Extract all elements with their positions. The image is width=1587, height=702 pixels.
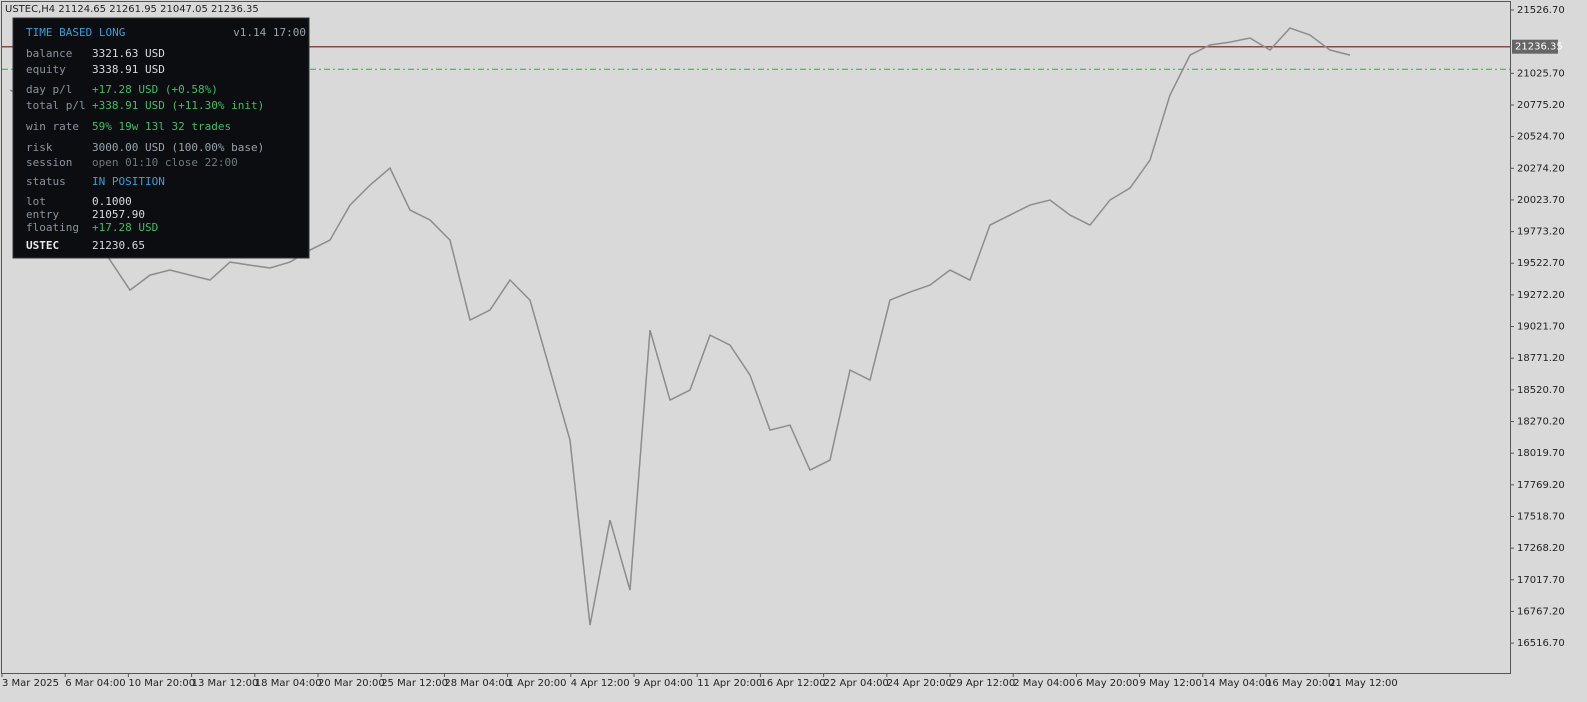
panel-label: entry bbox=[26, 208, 59, 221]
y-tick-label: 19773.20 bbox=[1517, 227, 1565, 238]
panel-version: v1.14 17:00 bbox=[233, 26, 306, 39]
y-tick-label: 18771.20 bbox=[1517, 353, 1565, 364]
panel-label: day p/l bbox=[26, 83, 72, 96]
x-tick-label: 13 Mar 12:00 bbox=[192, 678, 259, 689]
x-tick-label: 21 May 12:00 bbox=[1329, 678, 1398, 689]
y-tick-label: 17017.70 bbox=[1517, 575, 1565, 586]
y-tick-label: 17518.70 bbox=[1517, 511, 1565, 522]
y-tick-label: 18270.20 bbox=[1517, 417, 1565, 428]
info-panel: TIME BASED LONG v1.14 17:00 balance 3321.63… bbox=[12, 17, 310, 259]
panel-background bbox=[12, 17, 310, 259]
y-tick-label: 16767.20 bbox=[1517, 606, 1565, 617]
x-tick-label: 11 Apr 20:00 bbox=[697, 678, 762, 689]
y-tick-label: 20023.70 bbox=[1517, 195, 1565, 206]
price-line bbox=[9, 27, 1351, 626]
y-tick-label: 16516.70 bbox=[1517, 638, 1565, 649]
panel-label: equity bbox=[26, 63, 66, 76]
panel-value: 3338.91 USD bbox=[92, 63, 165, 76]
x-tick-label: 1 Apr 20:00 bbox=[508, 678, 567, 689]
panel-label: risk bbox=[26, 141, 53, 154]
panel-label: status bbox=[26, 175, 66, 188]
y-tick-label: 17268.20 bbox=[1517, 543, 1565, 554]
x-tick-label: 9 Apr 04:00 bbox=[634, 678, 693, 689]
panel-label: USTEC bbox=[26, 239, 59, 252]
x-tick-label: 14 May 04:00 bbox=[1203, 678, 1272, 689]
panel-label: total p/l bbox=[26, 99, 86, 112]
panel-value: 3000.00 USD (100.00% base) bbox=[92, 141, 264, 154]
panel-label: win rate bbox=[26, 120, 79, 133]
panel-value: open 01:10 close 22:00 bbox=[92, 156, 238, 169]
x-tick-label: 29 Apr 12:00 bbox=[950, 678, 1015, 689]
y-tick-label: 20524.70 bbox=[1517, 132, 1565, 143]
y-tick-label: 18520.70 bbox=[1517, 385, 1565, 396]
y-tick-label: 17769.20 bbox=[1517, 480, 1565, 491]
panel-label: session bbox=[26, 156, 72, 169]
x-tick-label: 24 Apr 20:00 bbox=[887, 678, 952, 689]
x-tick-label: 2 May 04:00 bbox=[1013, 678, 1075, 689]
panel-label: lot bbox=[26, 195, 46, 208]
x-tick-label: 10 Mar 20:00 bbox=[128, 678, 195, 689]
y-tick-label: 18019.70 bbox=[1517, 448, 1565, 459]
x-tick-label: 6 May 20:00 bbox=[1076, 678, 1138, 689]
x-tick-label: 18 Mar 04:00 bbox=[255, 678, 322, 689]
panel-label: floating bbox=[26, 221, 79, 234]
y-tick-label: 21526.70 bbox=[1517, 5, 1565, 16]
panel-value: +338.91 USD (+11.30% init) bbox=[92, 99, 264, 112]
plot-frame bbox=[1, 1, 1511, 674]
panel-label: balance bbox=[26, 47, 72, 60]
y-tick-label: 19021.70 bbox=[1517, 322, 1565, 333]
panel-value: 3321.63 USD bbox=[92, 47, 165, 60]
x-tick-label: 3 Mar 2025 bbox=[2, 678, 59, 689]
y-tick-label: 19522.70 bbox=[1517, 258, 1565, 269]
panel-value: 21230.65 bbox=[92, 239, 145, 252]
panel-title: TIME BASED LONG bbox=[26, 26, 125, 39]
panel-value: 0.1000 bbox=[92, 195, 132, 208]
panel-value: 59% 19w 13l 32 trades bbox=[92, 120, 231, 133]
y-tick-label: 20274.20 bbox=[1517, 163, 1565, 174]
x-tick-label: 28 Mar 04:00 bbox=[444, 678, 511, 689]
y-tick-label: 21025.70 bbox=[1517, 68, 1565, 79]
panel-value: IN POSITION bbox=[92, 175, 165, 188]
panel-value: +17.28 USD (+0.58%) bbox=[92, 83, 218, 96]
x-tick-label: 9 May 12:00 bbox=[1140, 678, 1202, 689]
x-tick-label: 4 Apr 12:00 bbox=[571, 678, 630, 689]
x-tick-label: 16 May 20:00 bbox=[1266, 678, 1335, 689]
symbol-line: USTEC,H4 21124.65 21261.95 21047.05 2123… bbox=[5, 4, 259, 15]
x-tick-label: 16 Apr 12:00 bbox=[760, 678, 825, 689]
panel-value: 21057.90 bbox=[92, 208, 145, 221]
y-tick-label: 19272.20 bbox=[1517, 290, 1565, 301]
x-tick-label: 20 Mar 20:00 bbox=[318, 678, 385, 689]
current-price-box bbox=[1512, 39, 1558, 54]
x-tick-label: 6 Mar 04:00 bbox=[65, 678, 125, 689]
x-tick-label: 25 Mar 12:00 bbox=[381, 678, 448, 689]
panel-value: +17.28 USD bbox=[92, 221, 158, 234]
y-tick-label: 20775.20 bbox=[1517, 100, 1565, 111]
x-tick-label: 22 Apr 04:00 bbox=[824, 678, 889, 689]
current-price-label: 21236.35 bbox=[1515, 42, 1563, 53]
